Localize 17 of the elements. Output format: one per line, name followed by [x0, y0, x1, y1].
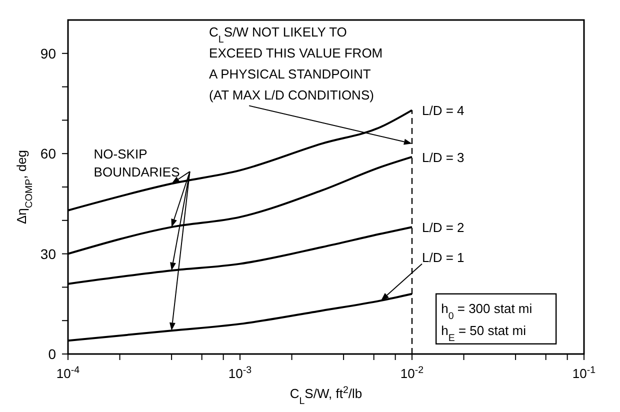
x-tick-label: 10$^{-4}$ — [56, 364, 80, 381]
x-tick-label: 10$^{-2}$ — [400, 364, 424, 381]
annotation: NO-SKIP BOUNDARIES — [94, 146, 180, 180]
text: L/D = 1 — [422, 250, 464, 265]
series-label: L/D = 2 — [422, 220, 464, 236]
x-tick-label: 10$^{-3}$ — [228, 364, 252, 381]
x-axis-title: C$_{L}$S/W, ft$^{2}$/lb — [290, 384, 362, 406]
annotation: h$_{E}$ = 50 stat mi — [441, 322, 526, 344]
series-label: L/D = 3 — [422, 150, 464, 165]
series-label: L/D = 4 — [422, 103, 464, 118]
x-tick-label: 10$^{-1}$ — [572, 364, 596, 381]
y-tick-label: 90 — [40, 45, 56, 62]
y-tick-label: 60 — [40, 146, 56, 162]
y-tick-label: 30 — [40, 246, 56, 262]
annotation: C$_{L}$S/W NOT LIKELY TO EXCEED THIS VALUE FROM A PHYSICAL STANDPOINT (AT MAX L/D CONDITIONS) — [209, 24, 383, 103]
annotation: h$_{0}$ = 300 stat mi — [441, 300, 532, 322]
y-tick-label: 0 — [48, 346, 56, 362]
